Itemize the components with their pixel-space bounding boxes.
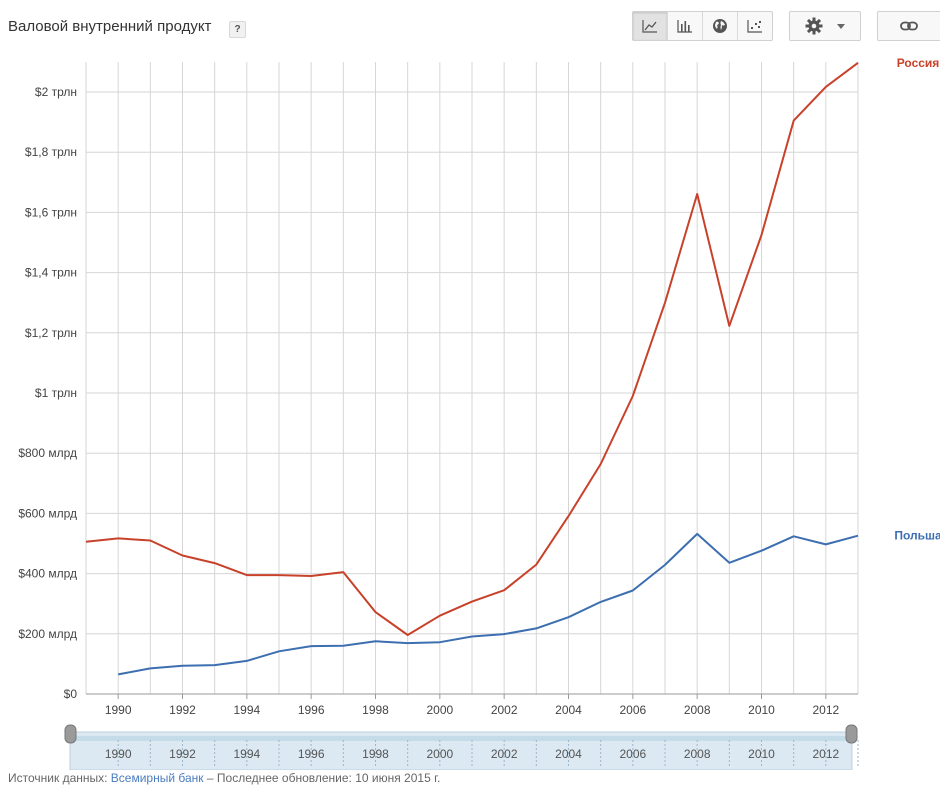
x-tick-label: 1992 xyxy=(169,703,196,717)
series-line-poland xyxy=(118,532,859,676)
line-chart-icon xyxy=(642,20,657,33)
timeline-handle-end[interactable] xyxy=(845,724,858,744)
y-tick-label: $1,6 трлн xyxy=(25,205,77,219)
page-title: Валовой внутренний продукт xyxy=(8,18,212,35)
y-tick-label: $1 трлн xyxy=(35,386,77,400)
scatter-chart-icon xyxy=(747,20,762,33)
timeline-tick-label: 2012 xyxy=(812,747,839,761)
x-tick-label: 2008 xyxy=(684,703,711,717)
x-tick-label: 1996 xyxy=(298,703,325,717)
line-chart-button[interactable] xyxy=(633,12,668,40)
timeline-handle-start[interactable] xyxy=(64,724,77,744)
timeline-tick-label: 2000 xyxy=(426,747,453,761)
x-tick-label: 1998 xyxy=(362,703,389,717)
globe-icon xyxy=(713,19,727,33)
y-tick-label: $1,4 трлн xyxy=(25,266,77,280)
x-tick-label: 2002 xyxy=(491,703,518,717)
timeline-tick-label: 1998 xyxy=(362,747,389,761)
y-tick-label: $0 xyxy=(64,687,78,701)
y-tick-label: $600 млрд xyxy=(18,506,77,520)
bar-chart-button[interactable] xyxy=(668,12,703,40)
timeline-slider-band xyxy=(74,736,848,741)
map-view-button[interactable] xyxy=(703,12,738,40)
x-tick-label: 1994 xyxy=(233,703,260,717)
scatter-chart-button[interactable] xyxy=(738,12,772,40)
timeline-tick-label: 1996 xyxy=(298,747,325,761)
y-tick-label: $800 млрд xyxy=(18,446,77,460)
x-tick-label: 2000 xyxy=(426,703,453,717)
timeline-tick-label: 2004 xyxy=(555,747,582,761)
series-label: Польша xyxy=(894,529,940,543)
caret-down-icon xyxy=(837,23,845,29)
series-line-russia xyxy=(85,61,859,636)
y-tick-label: $400 млрд xyxy=(18,567,77,581)
x-tick-label: 2010 xyxy=(748,703,775,717)
chart-type-toolbar xyxy=(632,11,773,41)
timeline-tick-label: 2002 xyxy=(491,747,518,761)
link-icon xyxy=(900,21,918,31)
timeline-tick-label: 2010 xyxy=(748,747,775,761)
x-tick-label: 2006 xyxy=(619,703,646,717)
timeline-tick-label: 1992 xyxy=(169,747,196,761)
timeline-tick-label: 2006 xyxy=(619,747,646,761)
bar-chart-icon xyxy=(677,20,692,33)
y-tick-label: $1,2 трлн xyxy=(25,326,77,340)
last-updated: – Последнее обновление: 10 июня 2015 г. xyxy=(203,771,441,785)
timeline-tick-label: 2008 xyxy=(684,747,711,761)
share-link-button[interactable] xyxy=(877,11,940,41)
help-button[interactable]: ? xyxy=(229,21,246,38)
x-tick-label: 1990 xyxy=(105,703,132,717)
source-link[interactable]: Всемирный банк xyxy=(110,771,204,785)
y-tick-label: $2 трлн xyxy=(35,85,77,99)
series-label: Россия xyxy=(897,56,940,70)
data-source-footer: Источник данных: Всемирный банк – Послед… xyxy=(8,771,440,785)
timeline-tick-label: 1994 xyxy=(233,747,260,761)
gear-icon xyxy=(805,17,823,35)
timeline-tick-label: 1990 xyxy=(105,747,132,761)
settings-button[interactable] xyxy=(789,11,861,41)
y-tick-label: $200 млрд xyxy=(18,627,77,641)
y-tick-label: $1,8 трлн xyxy=(25,145,77,159)
source-prefix: Источник данных: xyxy=(8,771,111,785)
x-tick-label: 2004 xyxy=(555,703,582,717)
x-tick-label: 2012 xyxy=(812,703,839,717)
